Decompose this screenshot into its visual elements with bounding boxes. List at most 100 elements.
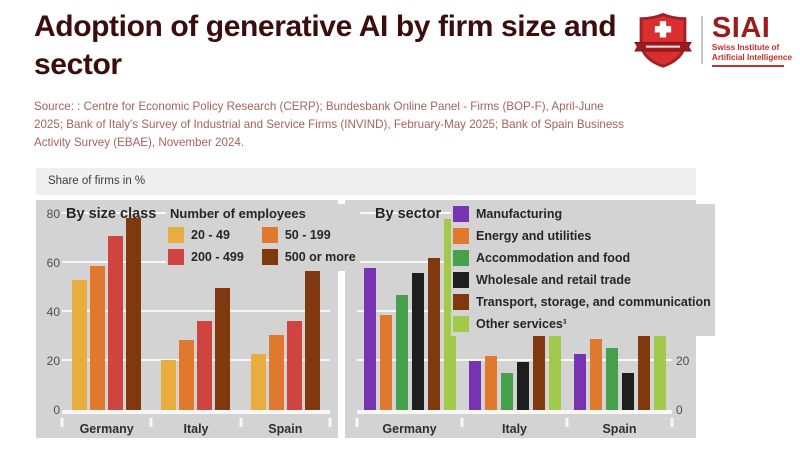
bar bbox=[532, 334, 545, 410]
logo-acronym: SIAI bbox=[711, 11, 771, 44]
x-axis-tick bbox=[355, 418, 359, 427]
legend-label: 200 - 499 bbox=[191, 250, 244, 264]
x-axis-tick bbox=[239, 418, 243, 427]
gridline bbox=[357, 359, 672, 362]
legend-label: 50 - 199 bbox=[284, 228, 331, 242]
x-axis-tick bbox=[460, 418, 464, 427]
y-axis-tick-label: 80 bbox=[46, 207, 60, 222]
bar-group bbox=[151, 212, 240, 410]
legend-label: Transport, storage, and communication bbox=[476, 295, 711, 309]
legend-label: Accommodation and food bbox=[476, 251, 631, 265]
legend-item: Transport, storage, and communication bbox=[453, 294, 711, 310]
legend-swatch bbox=[453, 228, 469, 244]
bar bbox=[197, 320, 213, 410]
x-axis-labels: Germany Italy Spain bbox=[62, 422, 330, 436]
legend-swatch bbox=[453, 272, 469, 288]
bar bbox=[395, 295, 408, 410]
x-axis-category-label: Spain bbox=[268, 422, 303, 436]
chart-by-size-class: By size class Number of employees 20 - 4… bbox=[36, 200, 360, 438]
sector-legend-items: Manufacturing Energy and utilities Accommo… bbox=[453, 206, 711, 332]
sector-chart-title: By sector bbox=[375, 206, 442, 222]
y-axis-unit-label: Share of firms in % bbox=[36, 168, 696, 195]
legend-swatch bbox=[453, 294, 469, 310]
y-axis-tick-label: 20 bbox=[46, 354, 60, 369]
legend-item: Accommodation and food bbox=[453, 250, 711, 266]
legend-label: Other services¹ bbox=[476, 317, 568, 331]
bar bbox=[411, 273, 424, 410]
bar bbox=[427, 258, 440, 410]
siai-logo: SIAI Swiss Institute of Artificial Intel… bbox=[634, 12, 792, 68]
legend-swatch bbox=[168, 249, 184, 265]
chart-panels: By size class Number of employees 20 - 4… bbox=[36, 200, 715, 438]
legend-item: Wholesale and retail trade bbox=[453, 272, 711, 288]
bar bbox=[108, 236, 124, 410]
bar bbox=[484, 356, 497, 410]
legend-swatch bbox=[453, 316, 469, 332]
bar bbox=[161, 359, 177, 410]
legend-swatch bbox=[453, 250, 469, 266]
bar bbox=[516, 362, 529, 410]
x-axis-category-label: Italy bbox=[183, 422, 209, 436]
legend-label: 500 or more bbox=[284, 250, 356, 264]
swiss-shield-icon bbox=[634, 12, 692, 68]
bar-group bbox=[62, 212, 151, 410]
x-axis-tick bbox=[328, 418, 332, 427]
bar bbox=[653, 326, 666, 410]
legend-label: Wholesale and retail trade bbox=[476, 273, 631, 287]
logo-divider bbox=[700, 16, 703, 64]
y-axis-tick-label: 20 bbox=[676, 354, 690, 369]
y-axis-tick-label: 40 bbox=[46, 305, 60, 320]
bar bbox=[250, 353, 266, 410]
logo-subtitle-line1: Swiss Institute of bbox=[711, 42, 780, 52]
unit-label-text: Share of firms in % bbox=[48, 175, 146, 187]
bar bbox=[468, 361, 481, 410]
chart-by-sector: By sector Manufacturing Energy and utilit… bbox=[345, 200, 715, 438]
size-class-legend-title: Number of employees bbox=[170, 206, 306, 221]
legend-label: 20 - 49 bbox=[191, 228, 230, 242]
gridline bbox=[62, 310, 330, 313]
bar-group bbox=[357, 212, 462, 410]
legend-item: Manufacturing bbox=[453, 206, 711, 222]
logo-text: SIAI Swiss Institute of Artificial Intel… bbox=[711, 11, 792, 67]
x-axis-tick bbox=[670, 418, 674, 427]
bar bbox=[72, 280, 88, 410]
x-axis-category-label: Germany bbox=[382, 422, 437, 436]
bar bbox=[268, 335, 284, 410]
legend-swatch bbox=[168, 227, 184, 243]
bar bbox=[90, 265, 106, 410]
size-class-chart-title: By size class bbox=[66, 206, 157, 222]
size-class-plot: 0 20 40 60 80 Germany Italy Spain bbox=[47, 207, 332, 436]
bar bbox=[605, 347, 618, 410]
legend-label: Manufacturing bbox=[476, 207, 563, 221]
x-axis-category-label: Spain bbox=[602, 422, 637, 436]
charts-section: Share of firms in % By size class Number… bbox=[36, 168, 715, 438]
legend-swatch bbox=[453, 206, 469, 222]
bar-group bbox=[462, 212, 567, 410]
legend-item: 500 or more bbox=[261, 249, 356, 265]
bar bbox=[379, 314, 392, 410]
bar bbox=[179, 340, 195, 410]
logo-underline bbox=[711, 64, 784, 67]
x-axis-category-label: Germany bbox=[79, 422, 134, 436]
legend-label: Energy and utilities bbox=[476, 229, 592, 243]
legend-item: 50 - 199 bbox=[261, 227, 356, 243]
legend-item: 200 - 499 bbox=[168, 249, 244, 265]
page-title: Adoption of generative AI by firm size a… bbox=[34, 10, 617, 81]
size-class-legend: Number of employees 20 - 49 50 - 199 200 -… bbox=[166, 204, 360, 271]
source-note: Source: : Centre for Economic Policy Res… bbox=[34, 100, 624, 149]
bar bbox=[589, 339, 602, 410]
bar bbox=[215, 287, 231, 410]
legend-item: Other services¹ bbox=[453, 316, 711, 332]
bar-groups bbox=[62, 212, 330, 410]
gridline bbox=[62, 359, 330, 362]
y-axis-tick-label: 60 bbox=[46, 256, 60, 271]
x-axis-labels: Germany Italy Spain bbox=[357, 422, 672, 436]
y-axis-tick-label: 0 bbox=[53, 403, 60, 417]
y-axis-tick-label: 0 bbox=[676, 403, 683, 417]
bar bbox=[126, 218, 142, 410]
bar bbox=[621, 373, 634, 410]
bar-groups bbox=[357, 212, 672, 410]
x-axis-tick bbox=[60, 418, 64, 427]
size-class-legend-items: 20 - 49 50 - 199 200 - 499 500 or more bbox=[168, 227, 356, 265]
bar bbox=[637, 317, 650, 410]
